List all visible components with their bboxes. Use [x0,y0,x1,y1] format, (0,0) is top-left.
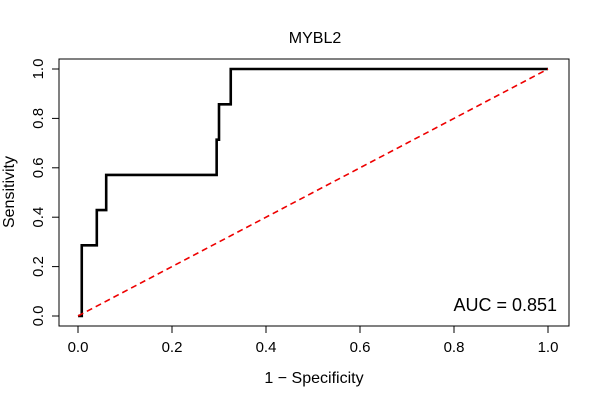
auc-annotation: AUC = 0.851 [453,295,557,315]
x-axis: 0.0 0.2 0.4 0.6 0.8 1.0 [68,325,559,356]
x-tick-label: 0.8 [444,339,465,356]
chart-title: MYBL2 [289,30,342,47]
y-axis-label: Sensitivity [1,156,18,228]
x-tick-label: 0.2 [162,339,183,356]
y-tick-label: 0.0 [30,306,47,327]
y-tick-label: 1.0 [30,59,47,80]
x-tick-label: 0.0 [68,339,89,356]
reference-diagonal-line [77,68,549,317]
roc-curve [78,67,548,318]
y-tick-label: 0.6 [30,157,47,178]
x-tick-label: 0.6 [350,339,371,356]
y-tick-label: 0.4 [30,207,47,228]
y-axis: 0.0 0.2 0.4 0.6 0.8 1.0 [30,59,60,327]
x-tick-label: 1.0 [538,339,559,356]
x-tick-label: 0.4 [256,339,277,356]
x-axis-label: 1 − Specificity [264,370,363,387]
y-tick-label: 0.2 [30,256,47,277]
y-tick-label: 0.8 [30,108,47,129]
